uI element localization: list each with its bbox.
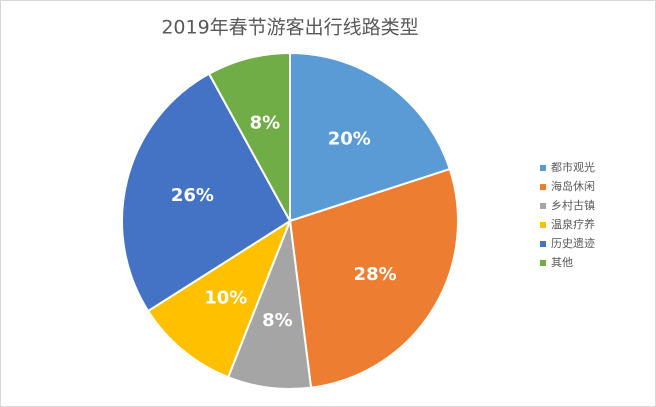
data-label: 26%: [171, 185, 214, 206]
pie-slice: [146, 218, 293, 379]
legend-swatch: [540, 165, 546, 171]
data-label: 28%: [354, 264, 397, 285]
legend-label: 历史遗迹: [551, 236, 595, 250]
pie-slice: [288, 167, 459, 389]
pie-slice: [207, 51, 291, 222]
legend-label: 乡村古镇: [551, 198, 595, 212]
legend-swatch: [540, 260, 546, 266]
legend-swatch: [540, 184, 546, 190]
legend-swatch: [540, 241, 546, 247]
legend-label: 海岛休闲: [551, 179, 595, 193]
pie-slice: [289, 51, 452, 223]
legend-label: 温泉疗养: [551, 217, 595, 231]
data-label: 8%: [262, 310, 293, 331]
data-label: 20%: [328, 128, 371, 149]
legend-swatch: [540, 203, 546, 209]
legend-label: 其他: [551, 256, 573, 269]
data-label: 10%: [204, 288, 247, 309]
legend-label: 都市观光: [551, 160, 595, 174]
data-label: 8%: [250, 112, 281, 133]
chart-title: 2019年春节游客出行线路类型: [161, 17, 418, 39]
pie-slice: [121, 72, 292, 313]
legend-swatch: [540, 222, 546, 228]
